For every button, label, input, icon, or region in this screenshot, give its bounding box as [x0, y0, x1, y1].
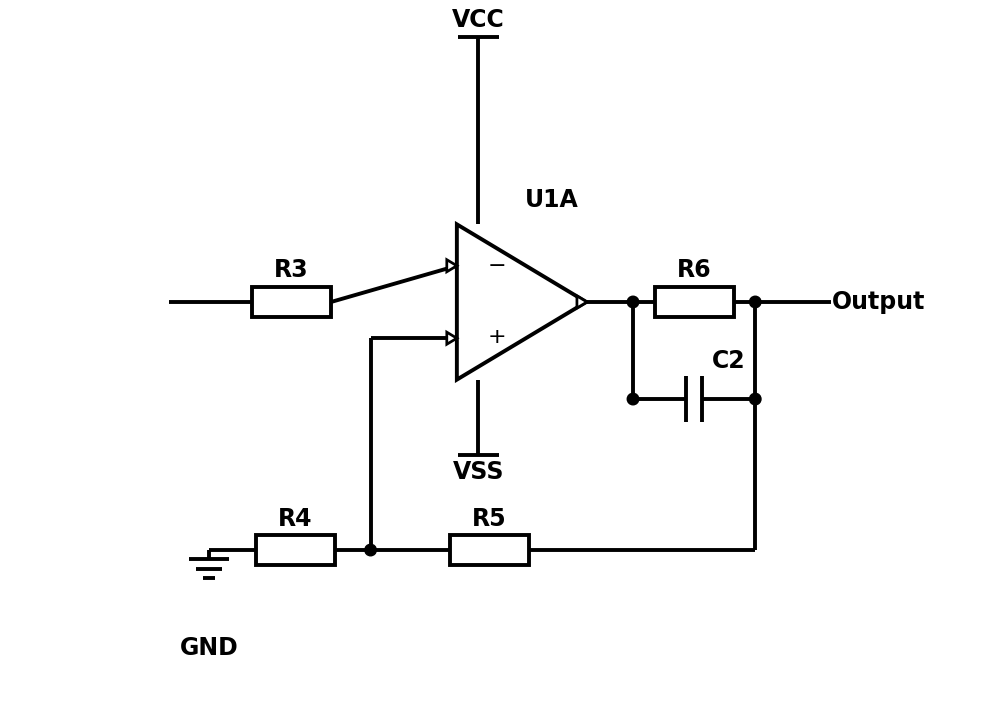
Bar	[450, 535, 529, 565]
Text: $-$: $-$	[487, 254, 506, 274]
Text: $+$: $+$	[487, 326, 506, 347]
Text: GND: GND	[179, 636, 238, 660]
Polygon shape	[577, 296, 587, 308]
Circle shape	[365, 544, 376, 556]
Bar	[252, 287, 331, 317]
Text: R3: R3	[274, 258, 309, 282]
Polygon shape	[447, 332, 457, 344]
Text: C2: C2	[712, 349, 746, 372]
Text: VCC: VCC	[452, 9, 505, 32]
Circle shape	[749, 393, 761, 405]
Text: R4: R4	[278, 507, 312, 531]
Text: R5: R5	[472, 507, 507, 531]
Polygon shape	[447, 260, 457, 272]
Circle shape	[749, 296, 761, 308]
Text: VSS: VSS	[453, 460, 504, 484]
Text: U1A: U1A	[525, 188, 579, 212]
Circle shape	[627, 296, 639, 308]
Text: R6: R6	[677, 258, 711, 282]
Text: Output: Output	[832, 290, 926, 314]
Bar	[256, 535, 335, 565]
Circle shape	[627, 393, 639, 405]
Polygon shape	[457, 224, 586, 380]
Bar	[655, 287, 734, 317]
